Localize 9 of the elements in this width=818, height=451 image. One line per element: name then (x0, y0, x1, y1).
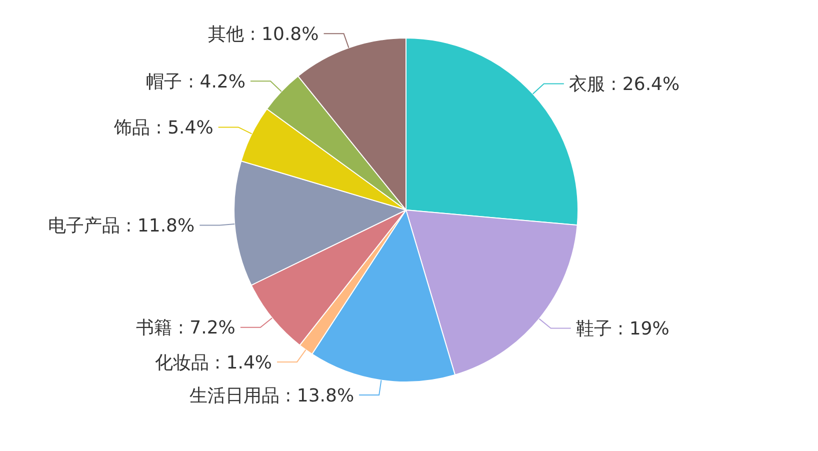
slice-label: 帽子 : 4.2% (146, 71, 246, 92)
slice-label: 鞋子 : 19% (576, 318, 670, 340)
slice-label: 衣服 : 26.4% (568, 74, 680, 96)
slice-label: 其他 : 10.8% (208, 24, 319, 45)
slice-label: 生活日用品 : 13.8% (189, 385, 354, 406)
slice-label: 电子产品 : 11.8% (48, 216, 195, 237)
slice-label: 书籍 : 7.2% (136, 318, 236, 339)
slice-label: 化妆品 : 1.4% (154, 352, 272, 374)
slice-label: 饰品 : 5.4% (113, 118, 214, 139)
